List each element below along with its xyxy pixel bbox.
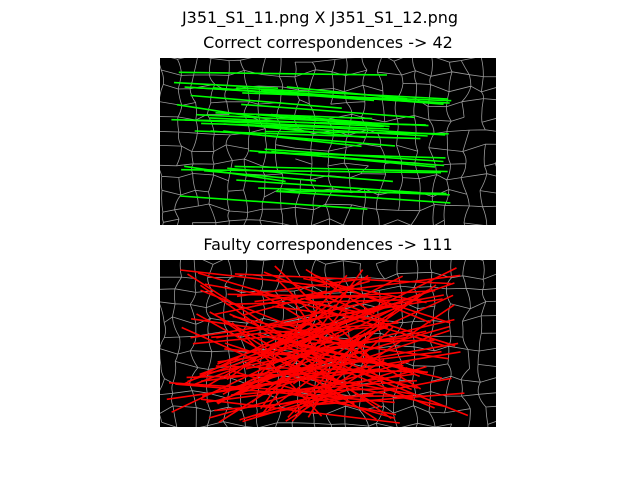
correct-correspondences-panel [160,58,496,225]
correspondence-line [254,274,461,303]
correspondence-line [178,71,388,76]
correspondence-line [201,350,442,382]
correspondence-line [303,392,465,407]
correspondence-line [194,130,421,140]
correspondence-lines [171,71,452,210]
correspondence-line [187,273,325,363]
correspondence-line [265,344,396,368]
correspondence-line [180,269,331,288]
correspondence-line [173,81,279,89]
correspondence-line [257,333,443,379]
correspondence-line [201,122,338,129]
correspondence-line [184,86,408,101]
correspondence-line [264,130,449,135]
correspondence-line [263,271,389,323]
correspondence-line [241,103,415,119]
correspondence-line [305,298,456,347]
correspondence-line [234,165,448,173]
correspondence-line [224,342,341,382]
cell-texture [160,58,496,225]
correspondence-line [292,300,330,352]
correspondence-line [236,179,419,194]
correspondence-line [232,370,396,420]
correspondence-line [179,195,368,210]
correspondence-line [209,117,384,128]
correspondence-line [190,298,443,339]
correct-panel-title: Correct correspondences -> 42 [203,33,453,52]
correspondence-line [236,87,449,100]
correspondence-line [216,294,454,404]
correspondence-line [281,391,397,416]
correspondence-line [197,272,447,347]
correspondence-line [236,276,371,298]
correspondence-line [286,86,408,100]
correspondence-line [184,165,286,183]
correspondence-line [287,387,396,393]
correspondence-line [184,275,404,385]
faulty-correspondences-panel [160,260,496,427]
correspondence-line [223,130,362,148]
correspondence-line [267,324,385,411]
correspondence-line [227,167,393,183]
faulty-correspondences-plot [160,260,496,427]
correspondence-line [226,298,422,306]
correspondence-line [200,289,420,378]
correspondence-line [274,265,375,362]
correspondence-line [265,295,393,326]
correspondence-line [190,94,342,109]
correspondence-line [281,340,469,417]
correspondence-line [196,313,344,397]
correspondence-line [176,103,270,120]
correspondence-line [268,391,338,408]
correspondence-line [181,168,442,174]
correspondence-line [271,150,436,168]
figure-suptitle: J351_S1_11.png X J351_S1_12.png [181,8,459,27]
correspondence-line [275,190,451,204]
correspondence-lines [166,265,469,424]
correspondence-line [264,148,444,163]
cell-boundaries [160,58,496,225]
correct-correspondences-plot [160,58,496,225]
correspondence-line [224,351,461,392]
correspondence-line [190,318,357,344]
correspondence-line [166,368,380,401]
correspondence-line [278,190,447,195]
correspondence-line [308,339,435,345]
correspondence-line [208,360,410,419]
correspondence-line [200,398,400,424]
faulty-panel-title: Faulty correspondences -> 111 [203,235,453,254]
correspondence-line [199,284,392,420]
correspondence-line [285,334,449,360]
correspondence-line [270,113,372,124]
correspondence-line [181,326,355,405]
correspondence-line [227,293,389,298]
correspondence-line [234,273,451,285]
